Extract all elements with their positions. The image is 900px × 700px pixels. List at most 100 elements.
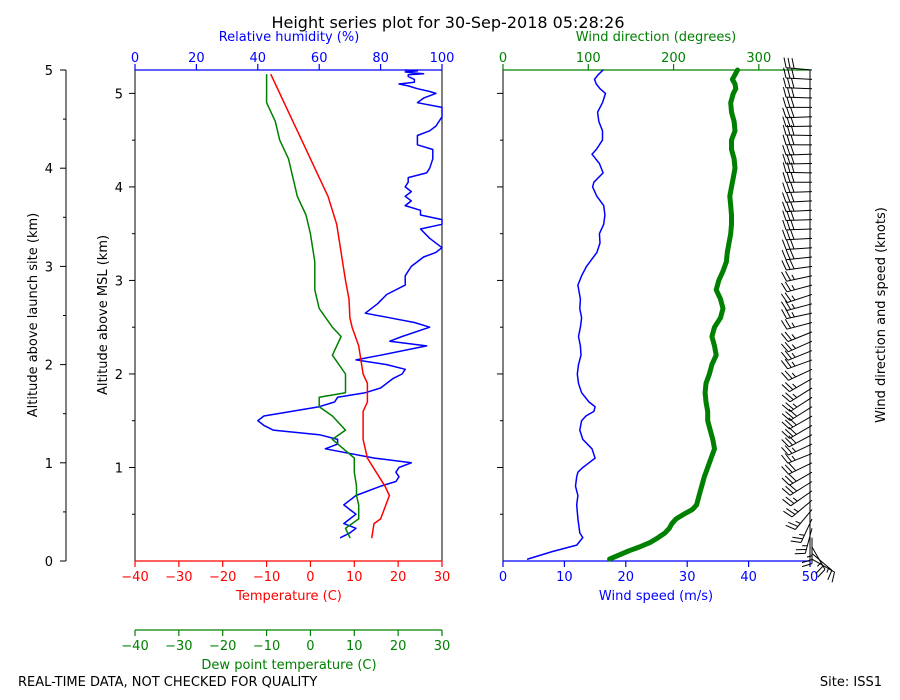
wind-barb-half-feather (795, 520, 801, 524)
wind-barb (782, 210, 813, 221)
wind-barb-staff (789, 406, 813, 421)
wind-barb-staff (789, 481, 813, 496)
wind-barb-feather (788, 408, 798, 417)
wind-barb-feather (786, 172, 791, 183)
wind-barb-feather (786, 144, 791, 156)
wind-barb-feather (789, 239, 795, 250)
wind-barb-feather (784, 358, 792, 368)
temperature-axis-label: Temperature (C) (235, 589, 342, 604)
wind-barb-feather (780, 282, 788, 293)
wind-barb-feather (792, 536, 803, 540)
wind-barb-feather (782, 229, 787, 240)
wind-barb-half-feather (791, 285, 796, 291)
launch-axis-tick-label: 2 (45, 359, 53, 374)
wind-plot-frame (502, 69, 811, 562)
wind-direction-tick-label: 200 (661, 51, 686, 66)
wind-barb-feather (782, 182, 787, 193)
wind-barb-feather (831, 571, 835, 583)
wind-panel: 0 10 20 30 40 50 Wind speed (m/s) 0 100 200 300 … (497, 30, 818, 604)
wind-barb-feather (788, 417, 797, 426)
wind-barb-feather (783, 510, 793, 518)
wind-barb (811, 546, 826, 578)
wind-barb-feather (785, 496, 795, 504)
dewpoint-tick-label: 10 (346, 639, 363, 654)
wind-barb-feather (784, 437, 793, 446)
wind-barb-feather (784, 428, 794, 437)
wind-barb-staff (785, 96, 813, 99)
wind-barb-feather (787, 67, 791, 79)
wind-barb-staff (789, 471, 813, 486)
wind-speed-tick-label: 20 (618, 570, 635, 585)
msl-axis-tick-label: 2 (115, 368, 123, 383)
wind-barb (781, 471, 813, 486)
wind-barb-feather (790, 97, 795, 108)
wind-barb-half-feather (826, 567, 830, 573)
wind-barb (781, 424, 813, 439)
wind-barb-feather (781, 394, 791, 403)
wind-barb-feather (784, 419, 794, 428)
wind-barb (781, 462, 813, 475)
wind-barb-feather (781, 372, 789, 381)
wind-barb-feather (790, 210, 795, 221)
launch-axis-tick-label: 0 (45, 555, 53, 570)
dewpoint-tick-label: −40 (121, 639, 148, 654)
wind-barb-feather (786, 182, 791, 193)
temperature-line (270, 73, 391, 539)
dewpoint-tick-label: 30 (434, 639, 451, 654)
wind-barb-half-feather (791, 303, 796, 309)
wind-barb-feather (784, 370, 793, 379)
msl-altitude-axis-label: Altitude above MSL (km) (96, 235, 111, 395)
wind-barb-staff (794, 509, 813, 530)
wind-barb-feather (790, 182, 795, 193)
wind-barb-feather (782, 86, 787, 98)
temperature-tick-label: 30 (434, 570, 451, 585)
wind-barb-half-feather (791, 322, 796, 328)
thermo-panel: 0 1 2 3 4 5 Altitude above launch site (km) 1… (26, 30, 454, 673)
wind-barb (781, 481, 813, 496)
wind-barb-half-feather (792, 403, 798, 408)
wind-barb-feather (781, 249, 787, 260)
wind-barb-feather (781, 404, 791, 412)
wind-barb-staff (786, 312, 813, 320)
msl-axis-tick-label: 5 (115, 87, 123, 102)
temperature-tick-label: 20 (390, 570, 407, 585)
wind-barb (782, 229, 813, 241)
wind-barb-feather (781, 488, 791, 496)
rh-line (257, 69, 443, 539)
wind-barb-feather (790, 134, 795, 145)
wind-barb-staff (788, 368, 813, 381)
wind-barb-half-feather (791, 295, 796, 301)
wind-barb-feather (790, 201, 795, 212)
launch-axis-tick-label: 5 (45, 64, 53, 79)
launch-altitude-axis-label: Altitude above launch site (km) (26, 213, 41, 417)
wind-barb (782, 172, 813, 183)
wind-barb-feather (782, 201, 787, 212)
wind-barb (783, 67, 813, 80)
wind-barb-half-feather (792, 383, 797, 388)
wind-barb (782, 219, 813, 231)
rh-tick-label: 20 (188, 51, 205, 66)
wind-barb (782, 97, 813, 108)
wind-barb-staff (789, 415, 813, 430)
wind-barb-feather (784, 475, 794, 484)
wind-barb-staff (788, 434, 813, 448)
wind-barb (781, 443, 813, 456)
wind-barb-half-feather (791, 334, 796, 339)
wind-barb-feather (782, 145, 787, 156)
wind-speed-tick-label: 10 (556, 570, 573, 585)
wind-speed-tick-label: 0 (499, 570, 507, 585)
wind-barb-feather (791, 68, 795, 79)
wind-barb-feather (784, 319, 792, 329)
wind-barb-half-feather (792, 497, 798, 502)
wind-barb-feather (782, 153, 787, 165)
wind-barb-feather (780, 360, 788, 370)
wind-barb-feather (782, 498, 792, 507)
wind-barb-staff (786, 265, 813, 271)
wind-barb-feather (783, 57, 787, 68)
wind-barb-feather (781, 446, 789, 456)
wind-barb-feather (801, 563, 813, 568)
wind-barb-half-feather (799, 534, 805, 536)
rh-tick-label: 60 (311, 51, 328, 66)
wind-barb-staff (785, 191, 813, 193)
